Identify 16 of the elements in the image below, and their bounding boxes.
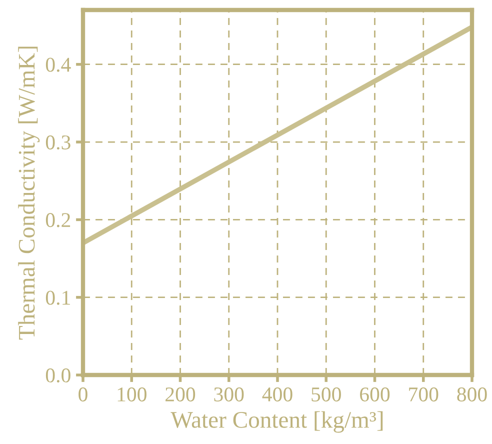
y-tick-label: 0.0: [46, 368, 70, 383]
y-tick-label: 0.2: [46, 213, 70, 228]
x-tick-label: 700: [409, 387, 438, 402]
x-tick-label: 100: [118, 387, 146, 402]
y-tick-label: 0.1: [46, 290, 70, 305]
x-tick-label: 800: [457, 387, 487, 402]
x-tick-label: 0: [78, 387, 88, 402]
x-tick-label: 200: [166, 387, 196, 402]
y-tick-label: 0.4: [46, 58, 71, 72]
x-tick-label: 500: [312, 387, 341, 402]
x-tick-label: 400: [262, 387, 292, 402]
y-axis-title: Thermal Conductivity [W/mK]: [18, 46, 40, 340]
y-tick-label: 0.3: [46, 135, 70, 150]
x-tick-label: 300: [214, 387, 244, 402]
x-axis-title: Water Content [kg/m³]: [170, 411, 383, 433]
x-tick-label: 600: [360, 387, 390, 402]
